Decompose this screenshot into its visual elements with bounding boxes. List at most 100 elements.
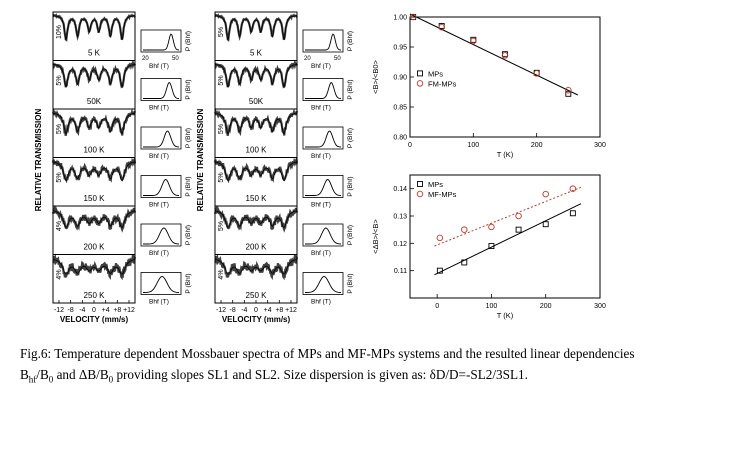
distribution-tick: 20 [142, 56, 149, 62]
distribution-frame [140, 223, 182, 247]
legend-marker-circle [416, 80, 424, 87]
x-tick-label: +12 [123, 307, 135, 314]
x-tick-label: 300 [594, 303, 606, 310]
distribution-ylabel: P (Bhf) [347, 273, 354, 293]
distribution-xlabel: Bhf (T) [311, 153, 331, 160]
caption-text: providing slopes SL1 and SL2. Size dispe… [113, 367, 528, 382]
distribution-curve [305, 276, 342, 293]
percent-label: 5% [218, 221, 225, 231]
percent-label: 5% [218, 27, 225, 37]
data-point-circle [515, 212, 522, 220]
spectrum-fit [52, 112, 136, 135]
percent-label: 5% [218, 124, 225, 134]
temperature-label: 50K [249, 97, 264, 106]
data-point-circle [461, 226, 468, 233]
temperature-label: 250 K [84, 291, 106, 300]
data-point-circle [565, 86, 572, 94]
distribution-curve [143, 130, 180, 148]
y-tick-label: 0.13 [393, 214, 407, 221]
legend-marker-circle [416, 190, 424, 198]
x-tick-label: -12 [216, 307, 226, 314]
caption-line-1: Fig.6: Temperature dependent Mossbauer s… [20, 346, 635, 361]
distribution-tick: 50 [334, 56, 341, 62]
data-point-square [565, 90, 572, 97]
x-tick-label: 200 [531, 142, 543, 149]
spectrum-fit [215, 64, 297, 88]
distribution-ylabel: P (Bhf) [185, 176, 192, 196]
spectrum-row: 4% 250 K P (Bhf) Bhf (T) [214, 253, 354, 306]
data-point-circle [542, 190, 549, 198]
caption-line-2: Bhf/B0 and ΔB/B0 providing slopes SL1 an… [20, 364, 720, 385]
y-axis-label: RELATIVE TRANSMISSION [196, 109, 205, 212]
data-point-square [515, 226, 522, 233]
distribution-curve [143, 276, 180, 293]
figure-caption: Fig.6: Temperature dependent Mossbauer s… [20, 343, 720, 385]
distribution-curve [143, 179, 180, 196]
spectrum-row: 5% 100 K P (Bhf) Bhf (T) [51, 108, 192, 160]
data-point-circle [533, 70, 540, 77]
x-tick-label: +8 [113, 307, 121, 314]
distribution-tick: 50 [172, 56, 179, 62]
x-axis-label: T (K) [497, 311, 514, 320]
spectrum-row: 4% 250 K P (Bhf) Bhf (T) [52, 253, 192, 306]
distribution-xlabel: Bhf (T) [311, 63, 331, 70]
caption-sub: hf [28, 374, 37, 385]
distribution-curve [143, 227, 180, 245]
temperature-label: 100 K [246, 146, 268, 155]
spectrum-fit [53, 64, 135, 88]
caption-sub: 0 [48, 374, 54, 385]
x-tick-label: -12 [54, 307, 64, 314]
distribution-frame [302, 126, 344, 150]
data-point-square [436, 267, 443, 274]
temperature-label: 250 K [246, 291, 268, 300]
x-axis-label: VELOCITY (mm/s) [60, 315, 129, 324]
distribution-curve [305, 81, 342, 99]
x-tick-label: 100 [467, 142, 479, 149]
percent-label: 10% [56, 25, 63, 39]
distribution-frame [302, 223, 344, 247]
y-axis-label: <ΔB>/<B> [371, 219, 380, 254]
distribution-xlabel: Bhf (T) [149, 299, 169, 306]
fit-line [409, 13, 579, 96]
x-tick-label: 0 [92, 307, 96, 314]
x-axis-label: T (K) [497, 150, 514, 159]
legend-marker-square [417, 181, 423, 187]
distribution-curve [305, 130, 342, 148]
chart-deltab-ratio: 0 100 200 300 0.11 0.12 0.13 0.14 T (K) <ΔB>/<B> M… [371, 174, 606, 320]
data-point-circle [569, 185, 577, 192]
distribution-ylabel: P (Bhf) [347, 176, 354, 196]
temperature-label: 200 K [84, 243, 106, 252]
distribution-curve [305, 179, 342, 196]
data-point-square [542, 221, 549, 228]
distribution-frame [302, 272, 344, 295]
x-tick-label: +12 [285, 307, 297, 314]
temperature-label: 50K [87, 97, 102, 106]
data-point-square [569, 210, 576, 217]
y-tick-label: 0.14 [393, 186, 407, 193]
distribution-xlabel: Bhf (T) [149, 63, 169, 70]
distribution-xlabel: Bhf (T) [311, 202, 331, 209]
percent-label: 4% [218, 269, 225, 279]
spectrum-fit [214, 15, 298, 41]
x-tick-label: -8 [68, 307, 74, 314]
data-point-circle [501, 52, 509, 59]
x-tick-label: 300 [594, 142, 606, 149]
spectrum-row: 5% 50K P (Bhf) Bhf (T) [52, 60, 192, 112]
y-axis-label: RELATIVE TRANSMISSION [34, 109, 43, 212]
data-point-circle [438, 23, 445, 31]
percent-label: 5% [218, 172, 225, 182]
distribution-xlabel: Bhf (T) [149, 153, 169, 160]
x-tick-label: +4 [264, 307, 272, 314]
percent-label: 5% [56, 172, 63, 182]
distribution-curve [143, 33, 180, 51]
x-tick-label: 0 [435, 303, 439, 310]
x-tick-label: 0 [408, 142, 412, 149]
distribution-xlabel: Bhf (T) [311, 250, 331, 257]
spectrum-data [52, 253, 137, 281]
spectrum-fit [214, 210, 298, 228]
plot-frame [409, 174, 601, 299]
data-point-circle [409, 13, 417, 21]
